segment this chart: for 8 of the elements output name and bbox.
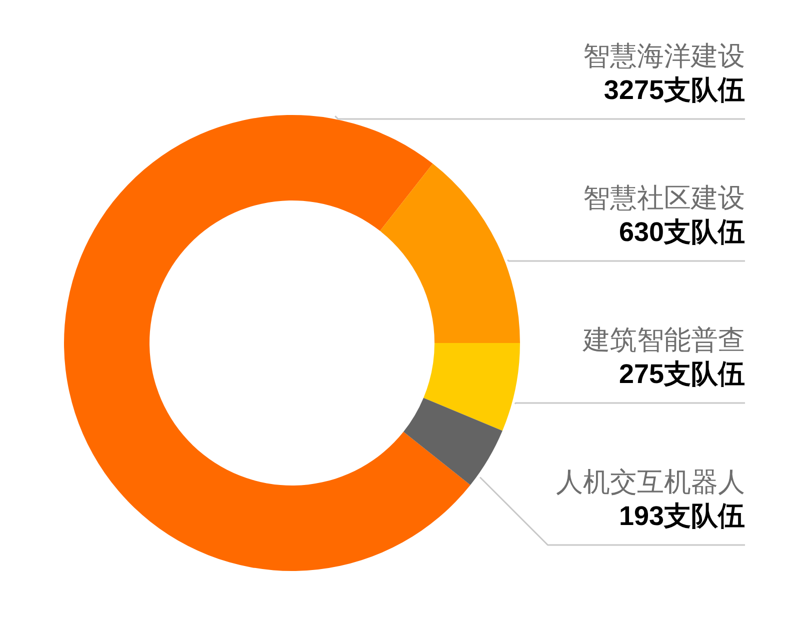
value-label: 275支队伍 [618,359,745,389]
category-label: 智慧社区建设 [583,183,745,213]
category-label: 建筑智能普查 [583,325,745,355]
category-label: 智慧海洋建设 [583,41,745,71]
value-label: 3275支队伍 [604,75,745,105]
category-label: 人机交互机器人 [556,467,745,497]
value-label: 630支队伍 [618,217,745,247]
value-label: 193支队伍 [618,501,745,531]
